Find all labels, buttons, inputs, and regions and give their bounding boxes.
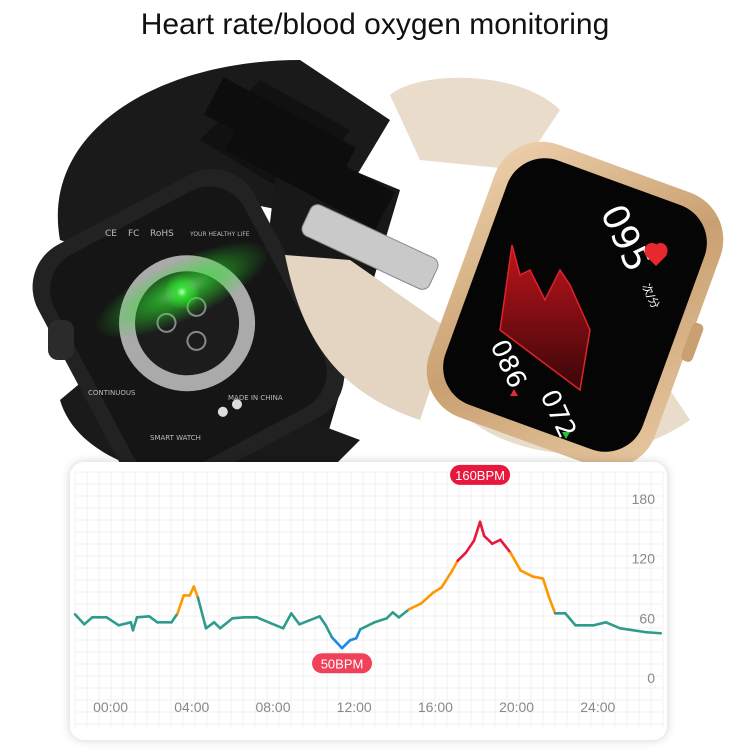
line-segment [196, 596, 208, 630]
x-tick-label: 24:00 [580, 699, 615, 715]
line-segment [407, 602, 423, 611]
line-segment [255, 616, 273, 625]
line-segment [564, 612, 577, 627]
line-segment [618, 626, 648, 634]
line-segment [385, 611, 395, 620]
black-watch: CE FC RoHS YOUR HEALTHY LIFE CONTINUOUS … [32, 60, 400, 494]
fcc-mark: FC [128, 229, 139, 239]
line-segment [73, 613, 86, 626]
line-segment [519, 569, 535, 578]
line-segment [204, 621, 216, 630]
line-segment [318, 615, 328, 627]
line-segment [499, 538, 512, 554]
line-segment [592, 621, 608, 627]
heart-rate-chart: 00:00 04:00 08:00 12:00 16:00 20:00 24:00 180 12… [73, 464, 664, 727]
line-segment [373, 617, 388, 624]
rohs-mark: RoHS [150, 229, 174, 239]
line-segment [176, 594, 185, 615]
line-segment [432, 586, 443, 594]
annotation-badge [450, 464, 511, 485]
line-segment [354, 627, 362, 640]
line-segment [218, 617, 234, 630]
line-segment [490, 538, 502, 546]
line-segment [482, 534, 494, 546]
ce-mark: CE [105, 229, 117, 239]
crown-button [48, 320, 74, 360]
down-arrow-icon [562, 432, 570, 439]
line-segment [391, 611, 401, 619]
line-segment [135, 615, 151, 619]
line-segment [541, 577, 551, 599]
x-tick-label: 08:00 [255, 699, 290, 715]
line-segment [147, 615, 159, 624]
line-segment [645, 630, 663, 635]
heart-icon [644, 242, 668, 266]
line-segment [419, 591, 435, 605]
back-text-continuous: CONTINUOUS [88, 389, 136, 397]
line-segment [308, 615, 321, 622]
line-segment [131, 616, 139, 632]
back-text-made-in-china: MADE IN CHINA [228, 394, 283, 402]
line-segment [450, 559, 460, 573]
y-tick-label: 60 [639, 610, 655, 626]
line-segment [358, 621, 376, 631]
page-title: Heart rate/blood oxygen monitoring [140, 8, 610, 41]
x-tick-label: 00:00 [93, 699, 128, 715]
line-segment [472, 520, 482, 543]
annotation-label: 50BPM [321, 656, 364, 671]
x-tick-label: 12:00 [337, 699, 372, 715]
annotation-label: 160BPM [455, 468, 505, 483]
heart-rate-chart-card: 00:00 04:00 08:00 12:00 16:00 20:00 24:00 180 12… [70, 462, 667, 740]
line-segment [478, 520, 486, 538]
line-segment [105, 616, 121, 627]
y-tick-label: 0 [647, 670, 655, 686]
line-segment [547, 596, 557, 615]
line-segment [324, 623, 334, 639]
line-segment [397, 608, 411, 619]
line-segment [604, 621, 622, 630]
line-segment [281, 612, 293, 630]
line-segment [509, 551, 522, 572]
y-tick-label: 180 [632, 491, 656, 507]
x-tick-label: 04:00 [174, 699, 209, 715]
line-segment [340, 638, 352, 650]
line-segment [192, 585, 200, 599]
back-text-slogan: YOUR HEALTHY LIFE [189, 231, 250, 238]
line-segment [117, 621, 133, 627]
annotation-badge [312, 653, 373, 674]
line-segment [464, 539, 476, 554]
back-text-smart-watch: SMART WATCH [150, 434, 201, 442]
line-segment [330, 635, 344, 650]
gold-watch: 095 次/分 086 072 [285, 77, 724, 469]
line-segment [82, 616, 94, 626]
line-segment [269, 622, 285, 630]
x-tick-label: 16:00 [418, 699, 453, 715]
line-segment [212, 621, 222, 630]
up-arrow-icon [510, 389, 518, 396]
line-segment [289, 612, 301, 626]
line-segment [298, 619, 311, 626]
line-segment [231, 616, 246, 620]
x-tick-label: 20:00 [499, 699, 534, 715]
line-segment [531, 575, 545, 580]
line-segment [170, 612, 179, 624]
line-segment [440, 570, 453, 589]
y-tick-label: 120 [632, 551, 656, 567]
line-segment [456, 551, 468, 562]
